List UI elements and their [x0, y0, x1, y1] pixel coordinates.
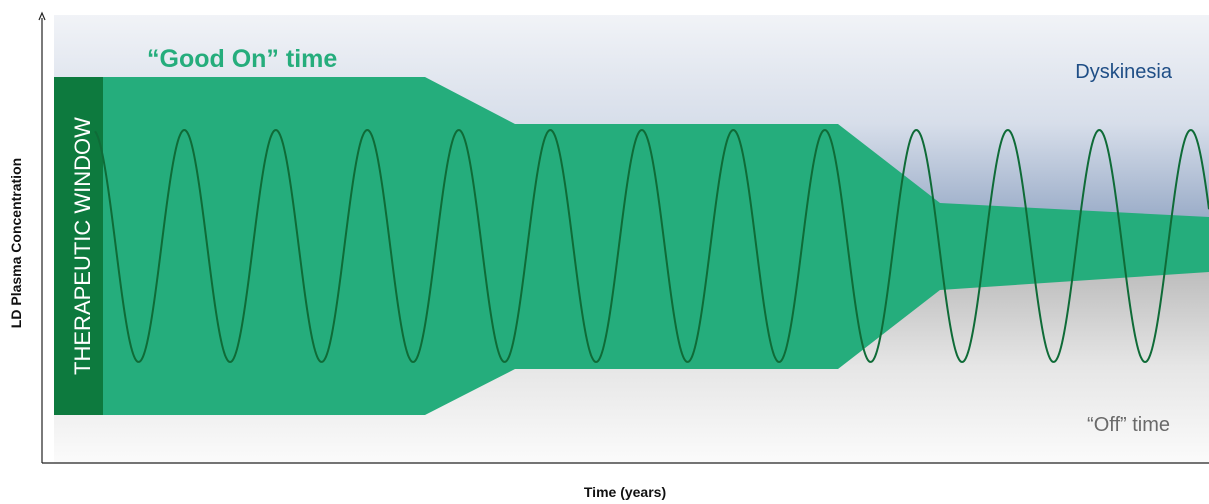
therapeutic-window-band [54, 77, 1209, 415]
y-axis-arrow [38, 11, 46, 21]
off-time-label: “Off” time [1087, 414, 1170, 436]
y-axis-label: LD Plasma Concentration [8, 158, 24, 328]
therapeutic-window-label: THERAPEUTIC WINDOW [70, 117, 95, 375]
plasma-concentration-wave [94, 128, 1209, 364]
therapeutic-window-bar [54, 77, 103, 415]
dyskinesia-label: Dyskinesia [1075, 61, 1173, 83]
x-axis-label: Time (years) [584, 484, 666, 500]
good-on-time-label: “Good On” time [147, 45, 337, 73]
